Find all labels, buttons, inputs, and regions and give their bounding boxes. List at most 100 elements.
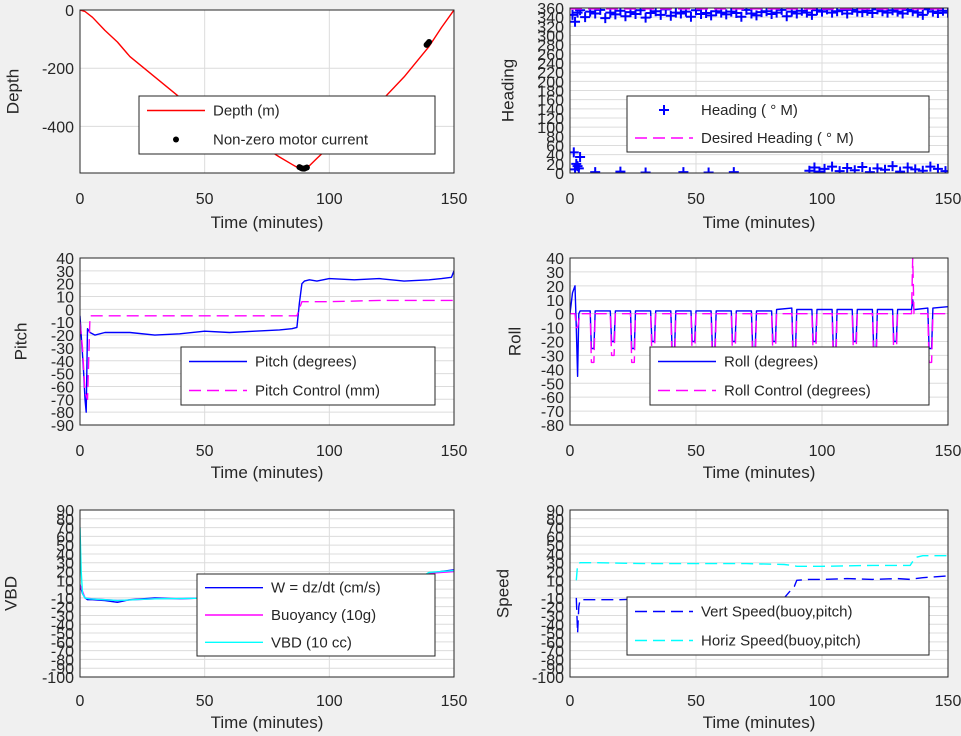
series-1-markers	[570, 8, 948, 173]
legend: Roll (degrees) Roll Control (degrees)	[649, 346, 930, 406]
y-tick-label: -20	[541, 335, 564, 352]
legend-entry: Buoyancy (10g)	[271, 607, 376, 624]
legend-entry: W = dz/dt (cm/s)	[271, 580, 381, 597]
legend-box	[138, 95, 436, 155]
y-tick-label: -80	[51, 405, 74, 422]
data-point	[781, 11, 792, 22]
x-tick-label: 150	[441, 693, 468, 710]
y-tick-label: -20	[51, 328, 74, 345]
x-axis-label: Time (minutes)	[211, 213, 324, 232]
data-point	[575, 151, 586, 162]
data-point	[887, 161, 898, 172]
data-point	[811, 8, 822, 16]
data-point	[691, 8, 701, 16]
data-point	[655, 9, 666, 20]
x-tick-label: 100	[316, 191, 343, 208]
legend-box	[180, 346, 436, 406]
y-tick-label: -40	[51, 617, 74, 634]
x-axis-label: Time (minutes)	[703, 213, 816, 232]
y-tick-label: 80	[546, 129, 564, 146]
data-point	[761, 8, 772, 17]
y-tick-label: 20	[56, 277, 74, 294]
legend-entry: Depth (m)	[213, 103, 280, 120]
y-tick-label: 70	[56, 521, 74, 538]
y-tick-label: -40	[541, 362, 564, 379]
legend-swatch	[659, 105, 669, 115]
x-tick-label: 50	[687, 191, 705, 208]
y-tick-label: -40	[541, 617, 564, 634]
series-2-line	[575, 555, 948, 581]
y-tick-label: -10	[541, 591, 564, 608]
data-point	[864, 167, 875, 173]
data-point	[728, 167, 739, 173]
data-point	[932, 163, 943, 173]
data-point	[809, 162, 820, 173]
series-group	[80, 270, 454, 413]
data-point	[776, 8, 787, 15]
data-point	[917, 165, 928, 173]
legend-entry: Roll Control (degrees)	[724, 383, 871, 400]
data-point	[635, 8, 646, 16]
y-tick-label: 10	[56, 290, 74, 307]
y-tick-label: 30	[56, 556, 74, 573]
data-point	[932, 8, 943, 19]
legend-entry: Roll (degrees)	[724, 354, 818, 371]
y-tick-label: -80	[541, 418, 564, 435]
data-point	[741, 8, 752, 15]
y-tick-label: 70	[546, 521, 564, 538]
y-axis-label: Speed	[493, 569, 512, 618]
data-point	[746, 8, 757, 19]
data-point	[925, 161, 936, 172]
y-tick-label: 60	[546, 529, 564, 546]
axes-frame	[79, 509, 455, 678]
y-tick-label: -60	[541, 390, 564, 407]
axes-frame	[569, 509, 949, 678]
data-point	[842, 8, 853, 19]
axes-frame	[79, 9, 455, 174]
y-axis-label: VBD	[1, 576, 20, 611]
y-tick-label: 40	[56, 251, 74, 268]
y-tick-label: 30	[56, 264, 74, 281]
data-point	[872, 163, 883, 173]
data-point	[640, 12, 651, 23]
x-tick-label: 50	[196, 693, 214, 710]
x-tick-label: 0	[76, 191, 85, 208]
y-tick-label: 30	[546, 556, 564, 573]
y-tick-label: 340	[537, 10, 564, 27]
y-tick-label: 0	[65, 582, 74, 599]
y-tick-label: 140	[537, 102, 564, 119]
y-tick-label: 0	[555, 307, 564, 324]
x-tick-label: 100	[809, 693, 836, 710]
data-point	[736, 11, 747, 22]
data-point	[630, 8, 641, 19]
y-tick-label: -40	[51, 354, 74, 371]
y-tick-label: -200	[42, 61, 74, 78]
x-tick-label: 50	[687, 443, 705, 460]
y-tick-label: 0	[65, 3, 74, 20]
y-tick-label: -30	[541, 608, 564, 625]
y-tick-label: 40	[56, 547, 74, 564]
data-point	[827, 161, 838, 172]
axes-frame	[569, 7, 949, 174]
data-point	[675, 8, 686, 19]
data-point	[834, 166, 845, 173]
data-point	[862, 8, 873, 16]
data-point	[610, 9, 621, 20]
x-tick-label: 50	[196, 443, 214, 460]
x-tick-label: 0	[566, 693, 575, 710]
y-tick-label: 20	[56, 565, 74, 582]
y-tick-label: -80	[541, 652, 564, 669]
y-tick-label: -90	[541, 661, 564, 678]
y-tick-label: 10	[56, 573, 74, 590]
y-tick-label: -60	[51, 379, 74, 396]
axes-frame	[79, 257, 455, 426]
legend-swatch	[173, 136, 179, 143]
y-tick-label: -50	[541, 626, 564, 643]
x-tick-label: 100	[809, 191, 836, 208]
data-point	[897, 8, 908, 19]
y-tick-label: 180	[537, 84, 564, 101]
x-tick-label: 0	[566, 443, 575, 460]
y-tick-label: 50	[546, 538, 564, 555]
y-axis-label: Roll	[505, 327, 524, 356]
legend-entry: Heading ( ° M)	[701, 102, 798, 119]
